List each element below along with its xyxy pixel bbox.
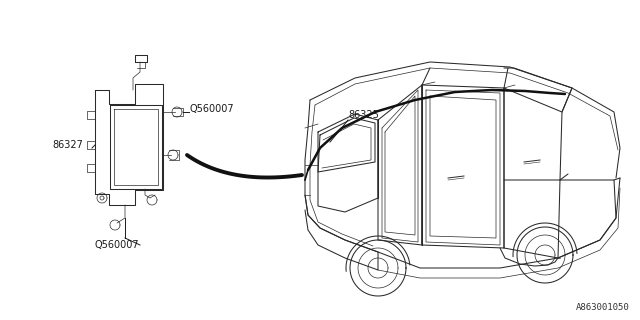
Text: Q560007: Q560007 [95,240,140,250]
Text: A863001050: A863001050 [576,303,630,312]
Text: 86325: 86325 [348,110,379,120]
Text: Q560007: Q560007 [190,104,235,114]
Text: 86327: 86327 [52,140,83,150]
